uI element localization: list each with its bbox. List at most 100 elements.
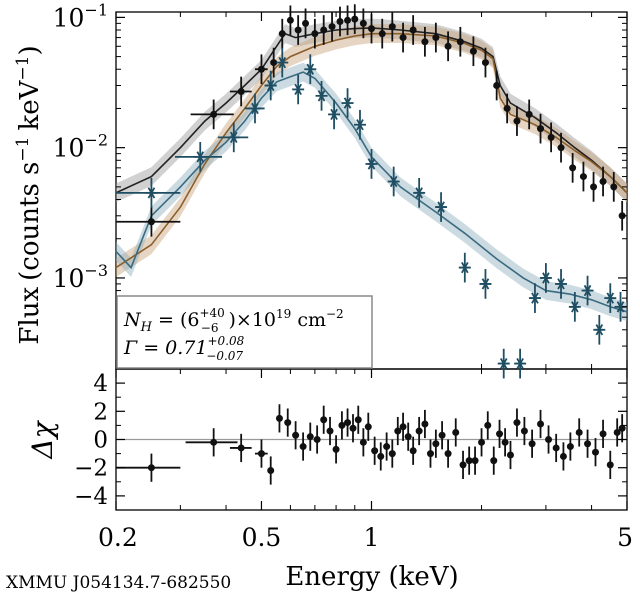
data-point-1-14 xyxy=(413,178,426,208)
residual-point-9 xyxy=(306,422,314,451)
data-point-0-9 xyxy=(311,18,319,49)
data-point-0-10 xyxy=(320,15,328,45)
top-y-label-close: ) xyxy=(15,45,45,55)
y-tick-exponent: −3 xyxy=(84,261,108,280)
legend-nh-units: cm xyxy=(291,309,326,331)
top-y-label-kev-exp: −1 xyxy=(13,56,33,81)
data-point-0-29 xyxy=(513,106,521,136)
circle-marker xyxy=(421,38,429,46)
residual-point-29 xyxy=(421,409,429,439)
residual-point-52 xyxy=(575,418,583,447)
star-marker xyxy=(278,56,287,69)
legend-gamma-value: Γ = 0.71 xyxy=(123,337,208,359)
legend-nh-subscript: H xyxy=(140,320,153,335)
res-y-tick-label-0: 4 xyxy=(93,371,108,397)
data-point-1-13 xyxy=(387,166,400,197)
residual-point-50 xyxy=(559,442,567,471)
data-point-0-27 xyxy=(493,70,501,101)
data-point-0-21 xyxy=(421,26,429,57)
circle-marker xyxy=(465,457,473,465)
circle-marker xyxy=(351,15,359,23)
legend-nh-units-exponent: −2 xyxy=(326,307,344,321)
circle-marker xyxy=(338,421,346,429)
circle-marker xyxy=(421,420,429,428)
residual-point-12 xyxy=(326,416,334,446)
residual-point-23 xyxy=(388,439,396,468)
residual-point-10 xyxy=(313,425,321,454)
res-y-tick-label-2: 0 xyxy=(93,428,108,454)
circle-marker xyxy=(481,59,489,67)
residual-point-15 xyxy=(344,408,352,437)
circle-marker xyxy=(299,443,307,451)
residual-point-48 xyxy=(545,425,553,454)
data-point-1-22 xyxy=(555,269,568,299)
circle-marker xyxy=(404,433,412,441)
circle-marker xyxy=(257,65,265,73)
circle-marker xyxy=(313,436,321,443)
residual-point-5 xyxy=(275,404,283,433)
data-point-1-5 xyxy=(276,47,289,78)
residual-point-21 xyxy=(377,442,385,471)
star-marker xyxy=(583,284,592,297)
star-marker xyxy=(481,278,490,290)
legend: NH = (6+40 −6)×1019 cm−2 Γ = 0.71+0.08 −0.… xyxy=(116,295,373,369)
data-point-0-38 xyxy=(610,172,618,202)
data-point-0-5 xyxy=(278,18,286,49)
circle-marker xyxy=(432,440,440,448)
star-marker xyxy=(516,357,524,370)
data-point-1-3 xyxy=(244,93,265,124)
legend-nh-upper: +40 xyxy=(199,306,224,320)
top-y-label-units: (counts s xyxy=(15,162,45,281)
circle-marker xyxy=(267,467,275,475)
residual-point-58 xyxy=(618,414,626,443)
data-points xyxy=(116,4,627,379)
data-point-1-19 xyxy=(514,348,527,379)
data-point-0-12 xyxy=(336,6,344,37)
circle-marker xyxy=(275,414,283,422)
top-axis-ticks: 10−110−210−3 xyxy=(53,0,628,370)
circle-marker xyxy=(493,82,501,90)
data-point-0-24 xyxy=(456,26,464,57)
y-tick-base: 10 xyxy=(53,3,85,32)
circle-marker xyxy=(478,438,486,446)
star-marker xyxy=(367,158,376,170)
circle-marker xyxy=(590,183,598,191)
circle-marker xyxy=(326,427,334,435)
residual-point-44 xyxy=(513,408,521,437)
circle-marker xyxy=(344,419,352,427)
circle-marker xyxy=(528,440,536,448)
residual-point-38 xyxy=(478,428,486,457)
residual-point-14 xyxy=(338,411,346,440)
residual-point-37 xyxy=(471,446,479,475)
circle-marker xyxy=(383,443,391,451)
residual-point-3 xyxy=(254,439,268,468)
data-point-0-31 xyxy=(537,113,545,144)
star-marker xyxy=(389,175,398,188)
data-point-0-13 xyxy=(344,5,352,36)
circle-marker xyxy=(147,218,155,226)
residual-point-32 xyxy=(438,421,446,450)
residual-point-42 xyxy=(501,428,509,457)
residual-point-47 xyxy=(537,409,545,439)
circle-marker xyxy=(378,30,386,38)
circle-marker xyxy=(552,444,560,452)
y-tick-label-1: 10−2 xyxy=(53,131,108,163)
legend-gamma-upper: +0.08 xyxy=(208,334,245,348)
circle-marker xyxy=(606,461,614,469)
data-point-0-28 xyxy=(503,93,511,124)
residual-point-34 xyxy=(452,418,460,447)
circle-marker xyxy=(484,421,492,429)
data-point-0-32 xyxy=(547,122,555,153)
bottom-axis-ticks: 42 0−2−4 0.2 0.5 1 5 xyxy=(74,369,633,552)
circle-marker xyxy=(610,183,618,191)
x-tick-label-1: 0.5 xyxy=(242,523,282,552)
circle-marker xyxy=(294,26,302,34)
circle-marker xyxy=(503,104,511,112)
x-tick-label-2: 1 xyxy=(364,523,380,552)
circle-marker xyxy=(306,433,314,441)
circle-marker xyxy=(537,420,545,428)
data-point-0-30 xyxy=(525,99,533,130)
circle-marker xyxy=(377,452,385,460)
x-tick-label-3: 5 xyxy=(617,523,633,552)
legend-nh-value: = (6 xyxy=(152,309,200,331)
